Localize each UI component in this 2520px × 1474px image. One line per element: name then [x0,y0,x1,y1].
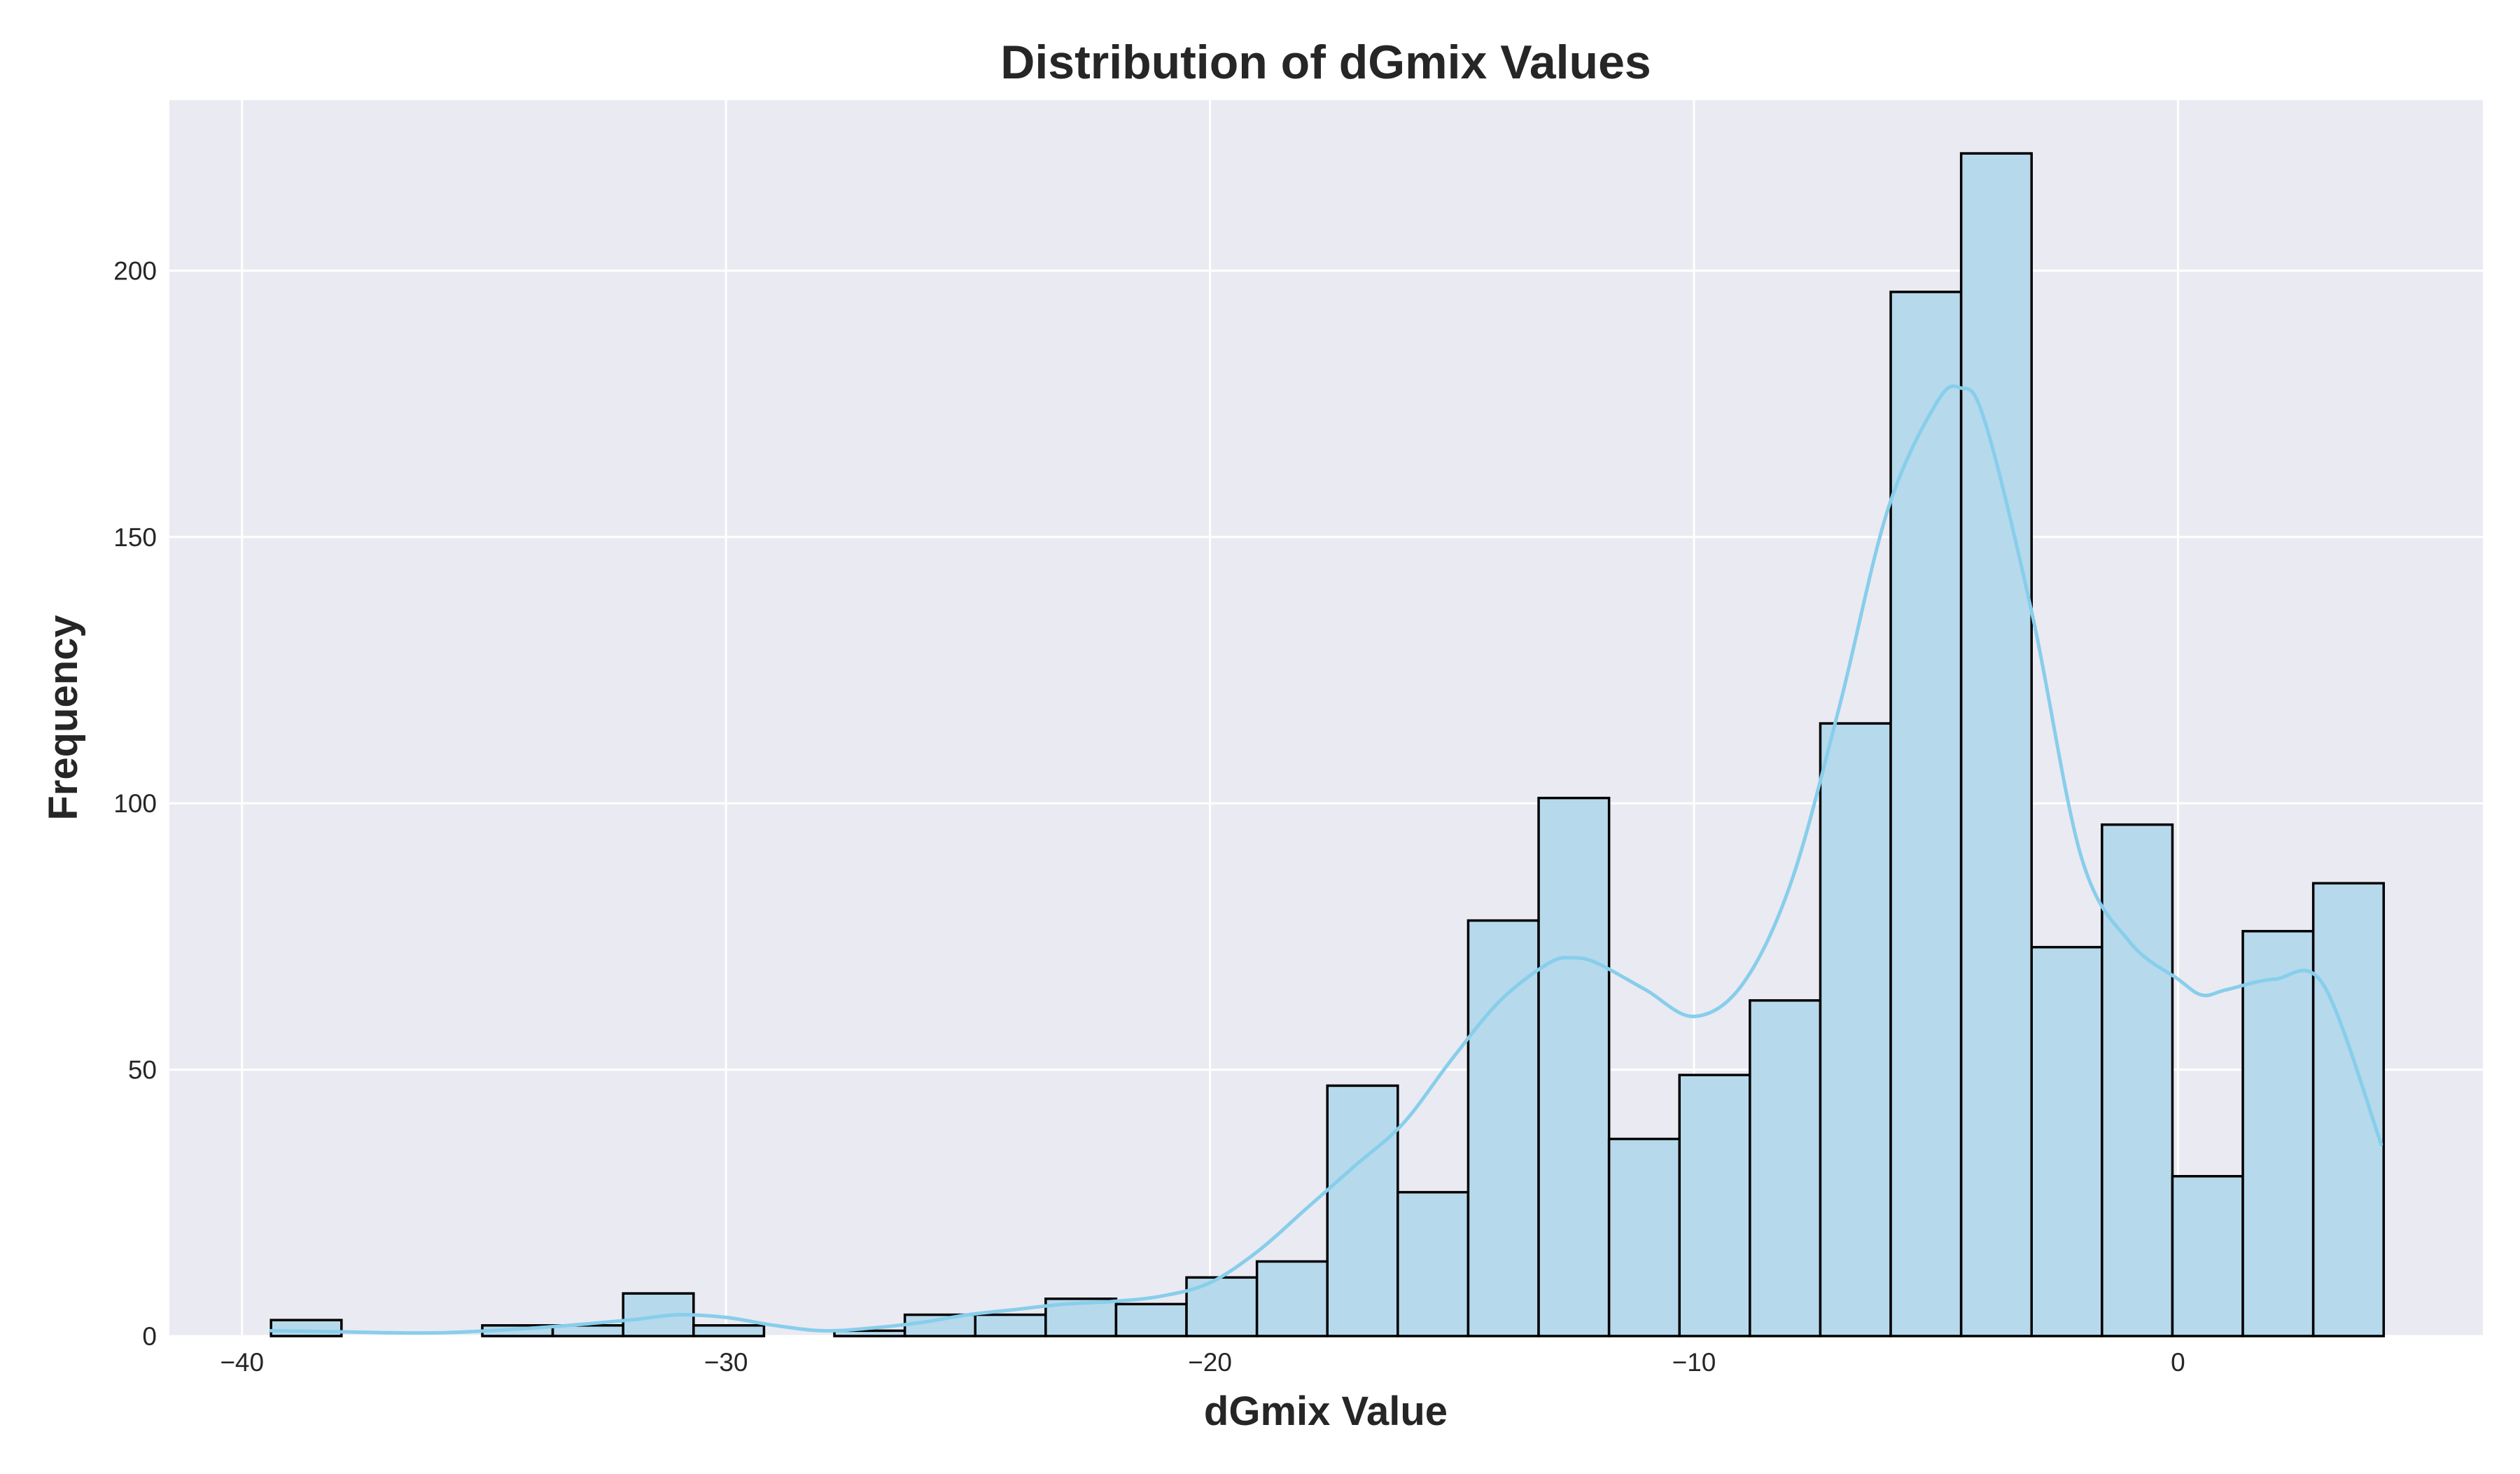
y-tick-label: 150 [113,523,157,552]
x-axis-ticks: −40 −30 −20 −10 0 [220,1348,2185,1377]
chart-title: Distribution of dGmix Values [1000,36,1651,89]
y-axis-ticks: 0 50 100 150 200 [113,256,157,1351]
y-tick-label: 50 [128,1056,157,1085]
y-tick-label: 0 [142,1322,157,1351]
histogram-bar [2241,930,2315,1337]
histogram-bar [692,1324,766,1337]
histogram-bar [1607,1137,1681,1337]
y-axis-label: Frequency [41,615,86,820]
x-tick-label: 0 [2171,1348,2185,1377]
y-tick-label: 200 [113,256,157,285]
histogram-bar [2101,823,2174,1337]
histogram-bar [1255,1260,1329,1337]
kde-curve-layer [269,384,2384,1335]
histogram-bar [1466,919,1540,1337]
histogram-bar [1749,999,1822,1337]
histogram-bar [2030,945,2104,1337]
histogram-bar [1396,1190,1470,1337]
histogram-bar [270,1319,343,1337]
histogram-bar [1889,291,1963,1337]
x-tick-label: −30 [704,1348,748,1377]
x-axis-label: dGmix Value [1204,1389,1448,1434]
histogram-bar [1819,722,1892,1337]
x-tick-label: −20 [1188,1348,1232,1377]
histogram-bar [1326,1084,1399,1337]
x-tick-label: −40 [220,1348,264,1377]
y-tick-label: 100 [113,789,157,818]
histogram-bar [2311,882,2386,1337]
kde-line [269,384,2384,1335]
x-tick-label: −10 [1672,1348,1716,1377]
histogram-bar [1537,796,1611,1337]
histogram-bar [974,1313,1047,1337]
histogram-bar [1959,152,2033,1337]
histogram-bar [2171,1175,2244,1337]
histogram-bar [1678,1073,1751,1337]
histogram-bar [1114,1302,1188,1337]
